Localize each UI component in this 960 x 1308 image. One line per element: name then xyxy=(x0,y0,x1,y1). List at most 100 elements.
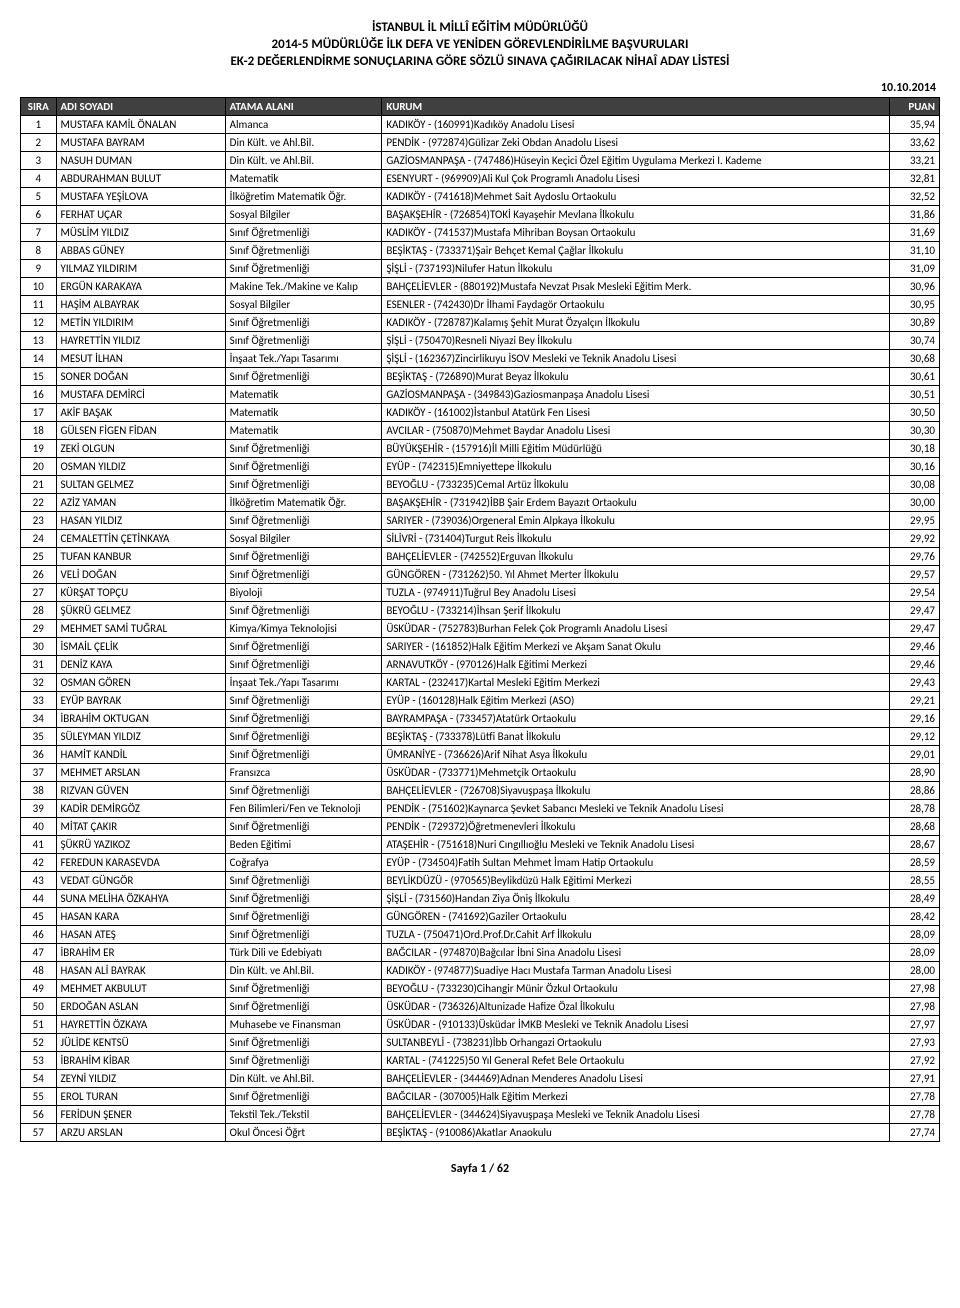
table-row: 44SUNA MELİHA ÖZKAHYASınıf ÖğretmenliğiŞ… xyxy=(21,889,940,907)
cell-puan: 27,97 xyxy=(889,1015,939,1033)
cell-atama-alani: Sınıf Öğretmenliği xyxy=(225,565,382,583)
cell-atama-alani: Sınıf Öğretmenliği xyxy=(225,781,382,799)
cell-puan: 31,69 xyxy=(889,223,939,241)
cell-sira: 50 xyxy=(21,997,57,1015)
cell-kurum: BAŞAKŞEHİR - (726854)TOKİ Kayaşehir Mevl… xyxy=(382,205,890,223)
cell-sira: 45 xyxy=(21,907,57,925)
cell-sira: 16 xyxy=(21,385,57,403)
cell-atama-alani: Fransızca xyxy=(225,763,382,781)
cell-atama-alani: Sınıf Öğretmenliği xyxy=(225,871,382,889)
cell-sira: 51 xyxy=(21,1015,57,1033)
cell-atama-alani: Muhasebe ve Finansman xyxy=(225,1015,382,1033)
cell-sira: 39 xyxy=(21,799,57,817)
cell-sira: 56 xyxy=(21,1105,57,1123)
cell-kurum: BEYLİKDÜZÜ - (970565)Beylikdüzü Halk Eği… xyxy=(382,871,890,889)
cell-adi-soyadi: SUNA MELİHA ÖZKAHYA xyxy=(56,889,225,907)
cell-sira: 41 xyxy=(21,835,57,853)
cell-kurum: GÜNGÖREN - (741692)Gaziler Ortaokulu xyxy=(382,907,890,925)
cell-kurum: BAĞCILAR - (307005)Halk Eğitim Merkezi xyxy=(382,1087,890,1105)
table-row: 49MEHMET AKBULUTSınıf ÖğretmenliğiBEYOĞL… xyxy=(21,979,940,997)
cell-sira: 40 xyxy=(21,817,57,835)
cell-sira: 43 xyxy=(21,871,57,889)
cell-adi-soyadi: SULTAN GELMEZ xyxy=(56,475,225,493)
table-row: 1MUSTAFA KAMİL ÖNALANAlmancaKADIKÖY - (1… xyxy=(21,115,940,133)
cell-atama-alani: Sınıf Öğretmenliği xyxy=(225,1033,382,1051)
table-row: 32OSMAN GÖRENİnşaat Tek./Yapı TasarımıKA… xyxy=(21,673,940,691)
cell-puan: 28,68 xyxy=(889,817,939,835)
cell-puan: 29,92 xyxy=(889,529,939,547)
cell-sira: 7 xyxy=(21,223,57,241)
table-row: 31DENİZ KAYASınıf ÖğretmenliğiARNAVUTKÖY… xyxy=(21,655,940,673)
cell-sira: 15 xyxy=(21,367,57,385)
cell-adi-soyadi: KÜRŞAT TOPÇU xyxy=(56,583,225,601)
cell-adi-soyadi: VEDAT GÜNGÖR xyxy=(56,871,225,889)
cell-kurum: SİLİVRİ - (731404)Turgut Reis İlkokulu xyxy=(382,529,890,547)
cell-sira: 32 xyxy=(21,673,57,691)
cell-atama-alani: Sınıf Öğretmenliği xyxy=(225,979,382,997)
cell-atama-alani: Sınıf Öğretmenliği xyxy=(225,259,382,277)
table-row: 40MİTAT ÇAKIRSınıf ÖğretmenliğiPENDİK - … xyxy=(21,817,940,835)
page-footer: Sayfa 1 / 62 xyxy=(20,1162,940,1176)
cell-sira: 2 xyxy=(21,133,57,151)
table-row: 35SÜLEYMAN YILDIZSınıf ÖğretmenliğiBEŞİK… xyxy=(21,727,940,745)
table-row: 30İSMAİL ÇELİKSınıf ÖğretmenliğiSARIYER … xyxy=(21,637,940,655)
cell-puan: 30,95 xyxy=(889,295,939,313)
cell-adi-soyadi: SÜLEYMAN YILDIZ xyxy=(56,727,225,745)
cell-puan: 28,90 xyxy=(889,763,939,781)
cell-adi-soyadi: İBRAHİM KİBAR xyxy=(56,1051,225,1069)
cell-puan: 30,18 xyxy=(889,439,939,457)
cell-puan: 29,47 xyxy=(889,619,939,637)
cell-puan: 29,43 xyxy=(889,673,939,691)
cell-kurum: SULTANBEYLİ - (738231)İbb Orhangazi Orta… xyxy=(382,1033,890,1051)
cell-kurum: BEŞİKTAŞ - (733378)Lütfi Banat İlkokulu xyxy=(382,727,890,745)
cell-sira: 14 xyxy=(21,349,57,367)
cell-sira: 8 xyxy=(21,241,57,259)
cell-adi-soyadi: OSMAN GÖREN xyxy=(56,673,225,691)
cell-sira: 49 xyxy=(21,979,57,997)
cell-kurum: KADIKÖY - (974877)Suadiye Hacı Mustafa T… xyxy=(382,961,890,979)
cell-kurum: PENDİK - (729372)Öğretmenevleri İlkokulu xyxy=(382,817,890,835)
cell-sira: 25 xyxy=(21,547,57,565)
cell-puan: 29,57 xyxy=(889,565,939,583)
cell-sira: 57 xyxy=(21,1123,57,1141)
cell-puan: 29,12 xyxy=(889,727,939,745)
table-row: 55EROL TURANSınıf ÖğretmenliğiBAĞCILAR -… xyxy=(21,1087,940,1105)
cell-puan: 28,42 xyxy=(889,907,939,925)
cell-kurum: BEYOĞLU - (733235)Cemal Artüz İlkokulu xyxy=(382,475,890,493)
cell-sira: 3 xyxy=(21,151,57,169)
cell-atama-alani: Sınıf Öğretmenliği xyxy=(225,727,382,745)
table-row: 17AKİF BAŞAKMatematikKADIKÖY - (161002)İ… xyxy=(21,403,940,421)
cell-kurum: BAYRAMPAŞA - (733457)Atatürk Ortaokulu xyxy=(382,709,890,727)
cell-atama-alani: Sınıf Öğretmenliği xyxy=(225,241,382,259)
cell-kurum: BEYOĞLU - (733214)İhsan Şerif İlkokulu xyxy=(382,601,890,619)
cell-adi-soyadi: HAŞİM ALBAYRAK xyxy=(56,295,225,313)
cell-kurum: BEŞİKTAŞ - (910086)Akatlar Anaokulu xyxy=(382,1123,890,1141)
cell-kurum: BAHÇELİEVLER - (344624)Siyavuşpaşa Mesle… xyxy=(382,1105,890,1123)
cell-kurum: ÜSKÜDAR - (910133)Üsküdar İMKB Mesleki v… xyxy=(382,1015,890,1033)
cell-adi-soyadi: HASAN ATEŞ xyxy=(56,925,225,943)
cell-puan: 30,30 xyxy=(889,421,939,439)
cell-puan: 33,21 xyxy=(889,151,939,169)
table-row: 42FEREDUN KARASEVDACoğrafyaEYÜP - (73450… xyxy=(21,853,940,871)
cell-puan: 28,55 xyxy=(889,871,939,889)
cell-puan: 27,74 xyxy=(889,1123,939,1141)
table-row: 34İBRAHİM OKTUGANSınıf ÖğretmenliğiBAYRA… xyxy=(21,709,940,727)
cell-kurum: ÜSKÜDAR - (736326)Altunizade Hafize Özal… xyxy=(382,997,890,1015)
cell-sira: 42 xyxy=(21,853,57,871)
cell-sira: 28 xyxy=(21,601,57,619)
cell-kurum: AVCILAR - (750870)Mehmet Baydar Anadolu … xyxy=(382,421,890,439)
cell-kurum: KADIKÖY - (728787)Kalamış Şehit Murat Öz… xyxy=(382,313,890,331)
cell-atama-alani: Din Kült. ve Ahl.Bil. xyxy=(225,133,382,151)
cell-adi-soyadi: SONER DOĞAN xyxy=(56,367,225,385)
cell-adi-soyadi: ZEKİ OLGUN xyxy=(56,439,225,457)
cell-sira: 26 xyxy=(21,565,57,583)
cell-adi-soyadi: VELİ DOĞAN xyxy=(56,565,225,583)
table-row: 29MEHMET SAMİ TUĞRALKimya/Kimya Teknoloj… xyxy=(21,619,940,637)
cell-adi-soyadi: HASAN YILDIZ xyxy=(56,511,225,529)
cell-atama-alani: Sınıf Öğretmenliği xyxy=(225,547,382,565)
cell-atama-alani: Sınıf Öğretmenliği xyxy=(225,457,382,475)
table-row: 9YILMAZ YILDIRIMSınıf ÖğretmenliğiŞİŞLİ … xyxy=(21,259,940,277)
cell-sira: 12 xyxy=(21,313,57,331)
cell-kurum: ARNAVUTKÖY - (970126)Halk Eğitimi Merkez… xyxy=(382,655,890,673)
cell-atama-alani: Kimya/Kimya Teknolojisi xyxy=(225,619,382,637)
